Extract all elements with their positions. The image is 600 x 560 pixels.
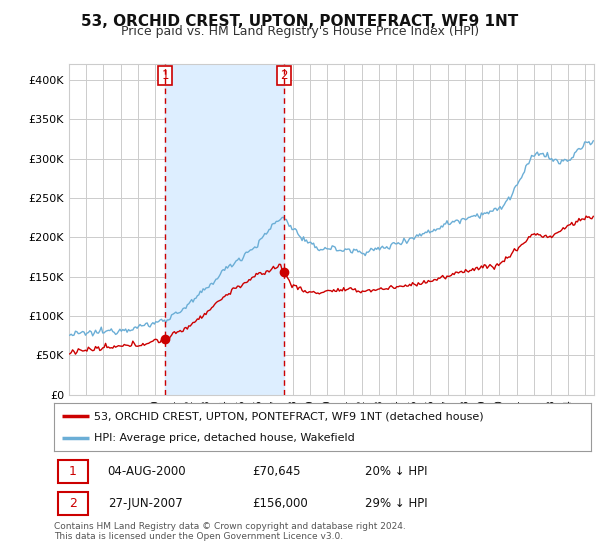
Text: 1: 1	[69, 465, 77, 478]
Text: 2: 2	[69, 497, 77, 510]
Text: 29% ↓ HPI: 29% ↓ HPI	[365, 497, 428, 510]
Text: 20% ↓ HPI: 20% ↓ HPI	[365, 465, 428, 478]
Text: 04-AUG-2000: 04-AUG-2000	[108, 465, 187, 478]
Text: 53, ORCHID CREST, UPTON, PONTEFRACT, WF9 1NT: 53, ORCHID CREST, UPTON, PONTEFRACT, WF9…	[82, 14, 518, 29]
FancyBboxPatch shape	[58, 492, 88, 515]
Text: 1: 1	[161, 69, 169, 82]
Text: Price paid vs. HM Land Registry's House Price Index (HPI): Price paid vs. HM Land Registry's House …	[121, 25, 479, 38]
Text: £70,645: £70,645	[253, 465, 301, 478]
Bar	[165, 64, 284, 395]
Text: £156,000: £156,000	[253, 497, 308, 510]
Text: 2: 2	[280, 69, 287, 82]
Text: 27-JUN-2007: 27-JUN-2007	[108, 497, 182, 510]
Text: Contains HM Land Registry data © Crown copyright and database right 2024.
This d: Contains HM Land Registry data © Crown c…	[54, 522, 406, 542]
Text: HPI: Average price, detached house, Wakefield: HPI: Average price, detached house, Wake…	[94, 433, 355, 443]
Text: 53, ORCHID CREST, UPTON, PONTEFRACT, WF9 1NT (detached house): 53, ORCHID CREST, UPTON, PONTEFRACT, WF9…	[94, 411, 484, 421]
FancyBboxPatch shape	[58, 460, 88, 483]
